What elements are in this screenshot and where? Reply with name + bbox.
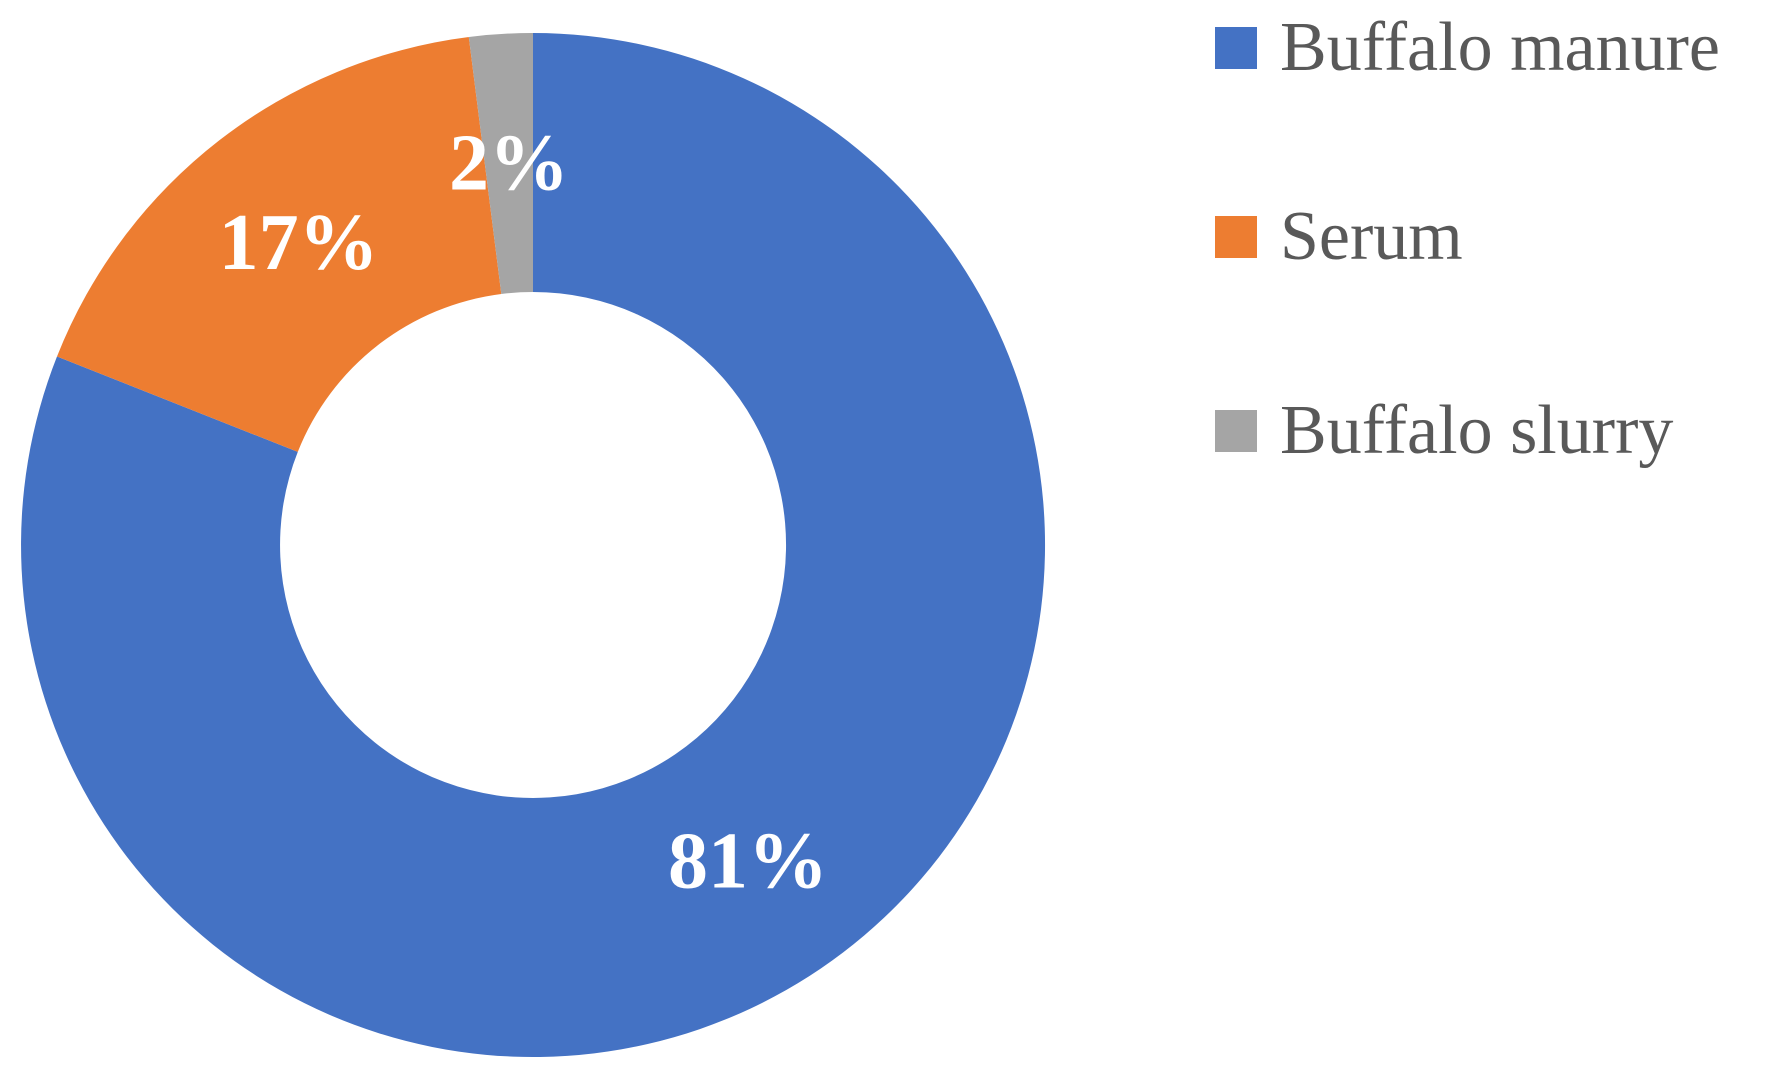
legend-label-buffalo-slurry: Buffalo slurry — [1280, 392, 1674, 469]
slice-buffalo-manure — [21, 33, 1046, 1058]
legend-label-buffalo-manure: Buffalo manure — [1280, 9, 1720, 86]
legend-item-buffalo-slurry: Buffalo slurry — [1215, 392, 1673, 469]
donut-slices — [21, 32, 1046, 1058]
slice-serum — [57, 37, 502, 452]
legend-label-serum: Serum — [1280, 198, 1463, 275]
legend-item-buffalo-manure: Buffalo manure — [1215, 9, 1720, 86]
slice-buffalo-slurry — [468, 32, 533, 294]
legend-swatch-serum — [1215, 215, 1257, 258]
donut-data-labels: 81% 17% 2% — [219, 119, 828, 905]
data-label-serum: 17% — [219, 199, 379, 287]
legend-swatch-buffalo-manure — [1215, 26, 1257, 69]
data-label-buffalo-manure: 81% — [668, 817, 828, 905]
legend-item-serum: Serum — [1215, 198, 1463, 275]
legend-swatch-buffalo-slurry — [1215, 409, 1257, 452]
data-label-buffalo-slurry: 2% — [449, 119, 569, 207]
